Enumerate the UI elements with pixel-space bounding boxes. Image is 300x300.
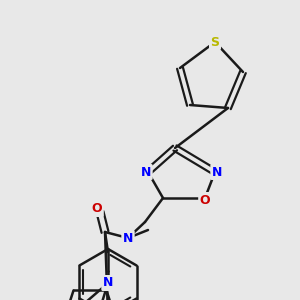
Text: N: N	[123, 232, 133, 244]
Text: O: O	[92, 202, 102, 215]
Text: N: N	[103, 277, 113, 290]
Text: S: S	[211, 35, 220, 49]
Text: N: N	[212, 166, 222, 178]
Text: N: N	[141, 166, 151, 178]
Text: O: O	[200, 194, 210, 206]
